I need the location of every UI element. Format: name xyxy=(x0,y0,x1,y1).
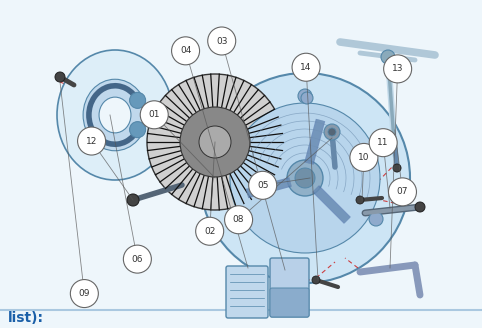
Text: 03: 03 xyxy=(216,36,228,46)
Circle shape xyxy=(298,89,312,103)
Circle shape xyxy=(199,126,231,158)
Circle shape xyxy=(369,129,397,157)
Circle shape xyxy=(230,103,380,253)
Circle shape xyxy=(324,124,340,140)
Text: 14: 14 xyxy=(300,63,312,72)
Circle shape xyxy=(388,178,416,206)
Circle shape xyxy=(208,27,236,55)
Circle shape xyxy=(292,53,320,81)
Circle shape xyxy=(78,127,106,155)
Circle shape xyxy=(55,72,65,82)
Ellipse shape xyxy=(83,79,147,151)
Circle shape xyxy=(301,92,313,104)
Circle shape xyxy=(249,171,277,199)
Circle shape xyxy=(200,73,410,283)
Circle shape xyxy=(147,74,283,210)
Circle shape xyxy=(295,168,315,188)
FancyBboxPatch shape xyxy=(226,266,268,318)
Circle shape xyxy=(227,212,241,226)
Text: 11: 11 xyxy=(377,138,389,147)
Text: list):: list): xyxy=(8,311,44,325)
Text: 09: 09 xyxy=(79,289,90,298)
Text: 10: 10 xyxy=(358,153,370,162)
Text: 02: 02 xyxy=(204,227,215,236)
Circle shape xyxy=(140,101,168,129)
Circle shape xyxy=(225,206,253,234)
Circle shape xyxy=(127,194,139,206)
Circle shape xyxy=(196,217,224,245)
Text: 06: 06 xyxy=(132,255,143,264)
Circle shape xyxy=(356,196,364,204)
FancyBboxPatch shape xyxy=(270,258,309,317)
Text: 04: 04 xyxy=(180,46,191,55)
Text: 13: 13 xyxy=(392,64,403,73)
Text: 01: 01 xyxy=(148,110,160,119)
Circle shape xyxy=(350,143,378,172)
Circle shape xyxy=(384,55,412,83)
Circle shape xyxy=(381,50,395,64)
Circle shape xyxy=(415,202,425,212)
Text: 12: 12 xyxy=(86,136,97,146)
Circle shape xyxy=(312,276,320,284)
Circle shape xyxy=(369,212,383,226)
Circle shape xyxy=(393,164,401,172)
Circle shape xyxy=(70,279,98,308)
FancyBboxPatch shape xyxy=(270,288,309,317)
Circle shape xyxy=(123,245,151,273)
Text: 08: 08 xyxy=(233,215,244,224)
Text: 05: 05 xyxy=(257,181,268,190)
Circle shape xyxy=(130,122,146,138)
Circle shape xyxy=(328,128,336,136)
Text: 07: 07 xyxy=(397,187,408,196)
Circle shape xyxy=(130,92,146,108)
Ellipse shape xyxy=(99,97,131,133)
Circle shape xyxy=(180,107,250,177)
Ellipse shape xyxy=(57,50,173,180)
Circle shape xyxy=(172,37,200,65)
Circle shape xyxy=(287,160,323,196)
